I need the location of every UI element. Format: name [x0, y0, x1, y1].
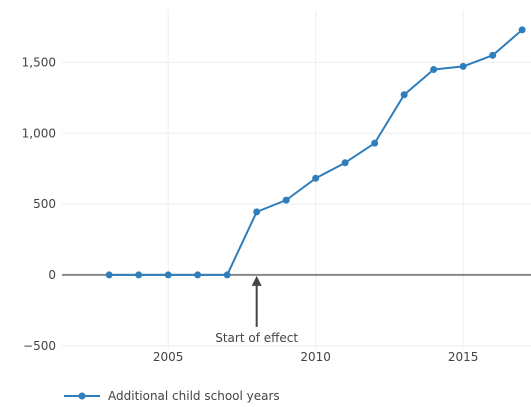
legend-label: Additional child school years — [108, 389, 280, 403]
legend-marker-swatch — [78, 392, 86, 400]
data-point — [135, 271, 143, 279]
data-point — [430, 66, 438, 73]
series-group — [105, 26, 526, 279]
data-point — [223, 271, 231, 279]
annotation-arrowhead — [251, 275, 262, 286]
data-point — [459, 62, 467, 70]
y-tick-label: −500 — [23, 339, 56, 353]
y-tick-label: 1,500 — [22, 55, 56, 69]
data-point — [312, 174, 320, 182]
legend[interactable]: Additional child school years — [64, 389, 280, 403]
data-point — [282, 196, 290, 204]
data-point — [371, 139, 379, 147]
x-tick-label: 2015 — [448, 350, 479, 364]
data-point — [518, 26, 526, 34]
y-tick-label: 0 — [48, 268, 56, 282]
y-tick-label: 500 — [33, 197, 56, 211]
data-point — [489, 51, 497, 59]
data-point — [341, 159, 349, 167]
x-tick-label: 2010 — [300, 350, 331, 364]
data-point — [194, 271, 202, 279]
annotation-group: Start of effect — [215, 275, 298, 345]
gridlines — [62, 10, 531, 350]
y-tick-label: 1,000 — [22, 126, 56, 140]
x-tick-label: 2005 — [153, 350, 184, 364]
annotation-label: Start of effect — [215, 331, 298, 345]
data-point — [105, 271, 113, 279]
data-point — [253, 208, 261, 216]
data-point — [400, 91, 408, 99]
data-point — [164, 271, 172, 279]
tick-labels: 2005 2010 2015 −500 0 500 1,000 1,500 — [22, 55, 479, 364]
